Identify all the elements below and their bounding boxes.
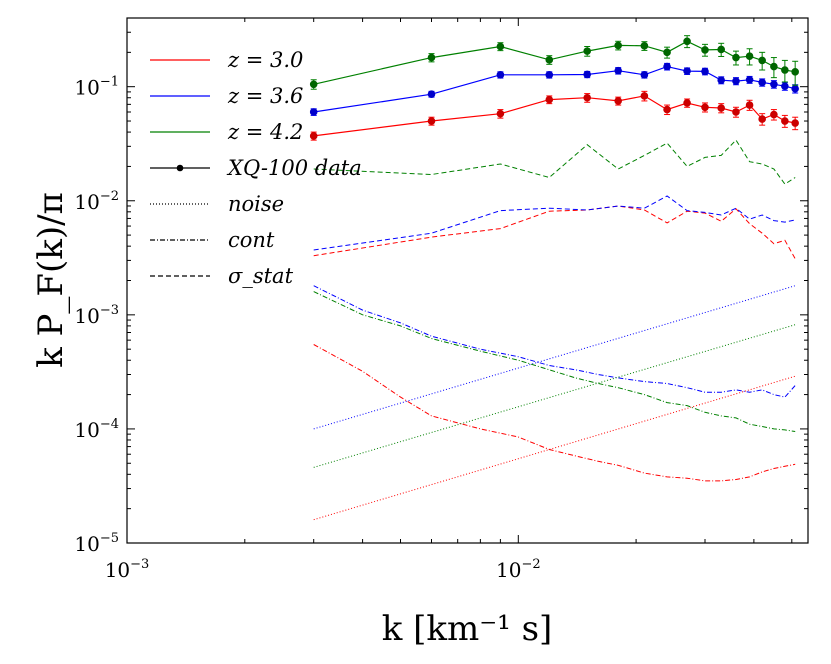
- data-point-z-3-6: [781, 82, 789, 90]
- cont-line-z-4-2: [313, 291, 796, 432]
- data-line-z-3-0: [313, 95, 796, 137]
- data-point-z-4-2: [583, 47, 592, 55]
- data-point-z-4-2: [614, 41, 622, 50]
- data-point-z-3-0: [758, 115, 766, 123]
- y-tick-label: 10−1: [74, 75, 119, 100]
- sigma-stat-line-z-4-2: [313, 139, 796, 185]
- data-point-z-3-6: [745, 75, 754, 84]
- noise-line-z-3-6: [313, 285, 796, 430]
- legend: z = 3.0 z = 3.6 z = 4.2 XQ-100 data noise con…: [150, 48, 362, 288]
- axis-ticks: 10−3 10−2 10−5 10−4 10−3 10−2 10−1: [74, 17, 808, 582]
- data-point-z-3-6: [770, 80, 778, 89]
- data-point-z-3-0: [545, 95, 554, 104]
- data-point-z-4-2: [496, 42, 505, 51]
- data-point-z-4-2: [427, 53, 436, 62]
- legend-label-z-3-6: z = 3.6: [227, 84, 303, 108]
- data-point-z-3-0: [770, 110, 778, 119]
- legend-label-z-4-2: z = 4.2: [227, 120, 303, 144]
- data-point-z-3-6: [791, 84, 799, 93]
- data-point-z-3-0: [309, 132, 318, 140]
- data-point-z-4-2: [640, 42, 649, 50]
- data-point-z-3-0: [663, 105, 671, 114]
- noise-line-z-3-0: [313, 375, 796, 521]
- data-point-z-4-2: [770, 62, 778, 71]
- x-axis-title: k [km⁻¹ s]: [382, 609, 553, 649]
- data-point-z-3-6: [717, 76, 725, 84]
- data-point-z-3-6: [614, 66, 622, 75]
- data-point-z-4-2: [781, 66, 789, 74]
- data-point-z-3-6: [309, 108, 318, 116]
- data-point-z-3-6: [583, 70, 592, 79]
- data-point-z-3-6: [758, 78, 766, 87]
- sigma-stat-line-z-3-6: [313, 195, 796, 251]
- data-point-z-3-0: [791, 119, 799, 127]
- x-tick-label: 10−2: [496, 557, 541, 582]
- data-point-z-3-0: [496, 109, 505, 118]
- legend-label-stat: σ_stat: [228, 264, 294, 288]
- legend-label-cont: cont: [228, 228, 275, 252]
- data-point-z-3-0: [701, 103, 709, 112]
- data-point-z-3-0: [745, 101, 754, 109]
- data-point-z-3-0: [583, 93, 592, 102]
- data-point-z-4-2: [701, 46, 709, 54]
- data-point-z-4-2: [758, 56, 766, 65]
- y-axis-title: k P_F(k)/π: [31, 192, 71, 368]
- data-point-z-3-6: [545, 71, 554, 79]
- data-point-z-4-2: [545, 56, 554, 64]
- cont-line-z-3-6: [313, 285, 796, 398]
- data-point-z-3-6: [640, 71, 649, 79]
- data-point-z-3-6: [683, 67, 691, 75]
- data-point-z-3-6: [732, 77, 740, 85]
- plot-area: [309, 35, 799, 521]
- y-tick-label: 10−5: [74, 531, 119, 556]
- data-point-z-3-0: [640, 92, 649, 100]
- x-tick-label: 10−3: [105, 557, 150, 582]
- legend-marker-data: [176, 164, 184, 172]
- data-point-z-4-2: [663, 48, 671, 57]
- y-tick-label: 10−4: [74, 417, 119, 442]
- data-point-z-3-0: [717, 104, 725, 112]
- y-tick-label: 10−2: [74, 189, 119, 214]
- data-point-z-4-2: [309, 80, 318, 89]
- legend-label-xq-100-data: XQ-100 data: [226, 156, 362, 180]
- noise-line-z-4-2: [313, 324, 796, 468]
- data-point-z-3-6: [663, 62, 671, 71]
- cont-line-z-3-0: [313, 344, 796, 482]
- data-point-z-3-6: [496, 71, 505, 79]
- legend-label-noise: noise: [228, 192, 284, 216]
- data-point-z-4-2: [683, 37, 691, 46]
- data-point-z-4-2: [791, 68, 799, 76]
- data-point-z-3-0: [427, 117, 436, 125]
- data-point-z-4-2: [717, 45, 725, 54]
- data-point-z-3-0: [683, 99, 691, 107]
- data-point-z-3-6: [701, 67, 709, 76]
- legend-label-z-3-0: z = 3.0: [227, 48, 303, 72]
- data-point-z-4-2: [745, 52, 754, 61]
- data-point-z-3-6: [427, 90, 436, 98]
- data-point-z-3-0: [732, 108, 740, 116]
- sigma-stat-line-z-3-0: [313, 205, 796, 260]
- data-point-z-3-0: [614, 97, 622, 105]
- data-point-z-4-2: [732, 53, 740, 62]
- y-tick-label: 10−3: [74, 303, 119, 328]
- data-point-z-3-0: [781, 117, 789, 125]
